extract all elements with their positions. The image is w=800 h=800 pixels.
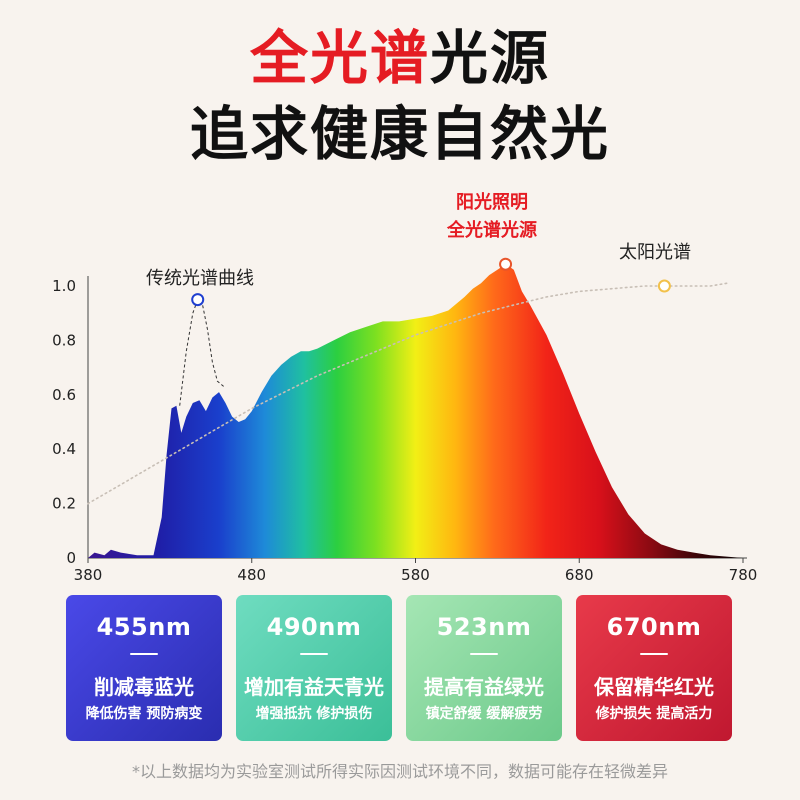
card-divider [640, 653, 668, 655]
card-divider [130, 653, 158, 655]
y-tick-label: 0.4 [52, 440, 76, 458]
page-subtitle: 追求健康自然光 [189, 100, 610, 168]
card-wavelength: 523nm [436, 613, 532, 641]
spectrum-chart: 380 480 580 680 780 0 0.2 0.4 0.6 0.8 1.0 阳光照明全光谱光… [52, 191, 757, 584]
y-tick-label: 0.8 [52, 331, 76, 349]
card-490nm: 490nm 增加有益天青光 增强抵抗 修护损伤 [236, 595, 392, 741]
x-tick-label: 380 [74, 566, 103, 584]
card-455nm: 455nm 削减毒蓝光 降低伤害 预防病变 [66, 595, 222, 741]
card-subtitle: 修护损失 提高活力 [595, 706, 713, 722]
annotation-label: 传统光谱曲线 [146, 268, 254, 289]
card-wavelength: 455nm [96, 613, 192, 641]
y-tick-label: 0 [66, 549, 76, 567]
card-670nm: 670nm 保留精华红光 修护损失 提高活力 [576, 595, 732, 741]
card-title: 增加有益天青光 [244, 675, 384, 699]
card-title: 削减毒蓝光 [94, 675, 194, 699]
card-subtitle: 增强抵抗 修护损伤 [255, 706, 373, 722]
traditional-spectrum-line [179, 298, 225, 406]
x-tick-label: 780 [729, 566, 758, 584]
card-divider [300, 653, 328, 655]
annotation-label: 阳光照明 [456, 191, 528, 213]
card-wavelength: 670nm [606, 613, 702, 641]
y-tick-label: 0.2 [52, 495, 76, 513]
page-title: 全光谱光源 [0, 22, 800, 94]
spectrum-area [88, 264, 743, 558]
title-rest: 光源 [430, 24, 551, 92]
title-highlight: 全光谱 [249, 24, 430, 92]
chart-plot [87, 257, 743, 558]
series-marker [499, 257, 513, 271]
card-subtitle: 镇定舒缓 缓解疲劳 [425, 706, 543, 722]
x-tick-label: 680 [565, 566, 594, 584]
card-subtitle: 降低伤害 预防病变 [85, 706, 203, 722]
card-divider [470, 653, 498, 655]
annotation-label: 全光谱光源 [446, 219, 537, 241]
card-title: 保留精华红光 [594, 675, 714, 699]
card-title: 提高有益绿光 [424, 675, 544, 699]
series-marker [191, 293, 205, 307]
annotation-label: 太阳光谱 [619, 242, 691, 263]
chart-ticks: 380 480 580 680 780 0 0.2 0.4 0.6 0.8 1.0 [52, 277, 757, 584]
card-523nm: 523nm 提高有益绿光 镇定舒缓 缓解疲劳 [406, 595, 562, 741]
y-tick-label: 0.6 [52, 386, 76, 404]
card-wavelength: 490nm [266, 613, 362, 641]
y-tick-label: 1.0 [52, 277, 76, 295]
feature-cards: 455nm 削减毒蓝光 降低伤害 预防病变 490nm 增加有益天青光 增强抵抗… [66, 595, 734, 741]
sun-spectrum-line [87, 282, 728, 505]
x-tick-label: 480 [237, 566, 266, 584]
x-tick-label: 580 [401, 566, 430, 584]
footnote: *以上数据均为实验室测试所得实际因测试环境不同，数据可能存在轻微差异 [131, 762, 668, 781]
series-marker [657, 279, 671, 293]
